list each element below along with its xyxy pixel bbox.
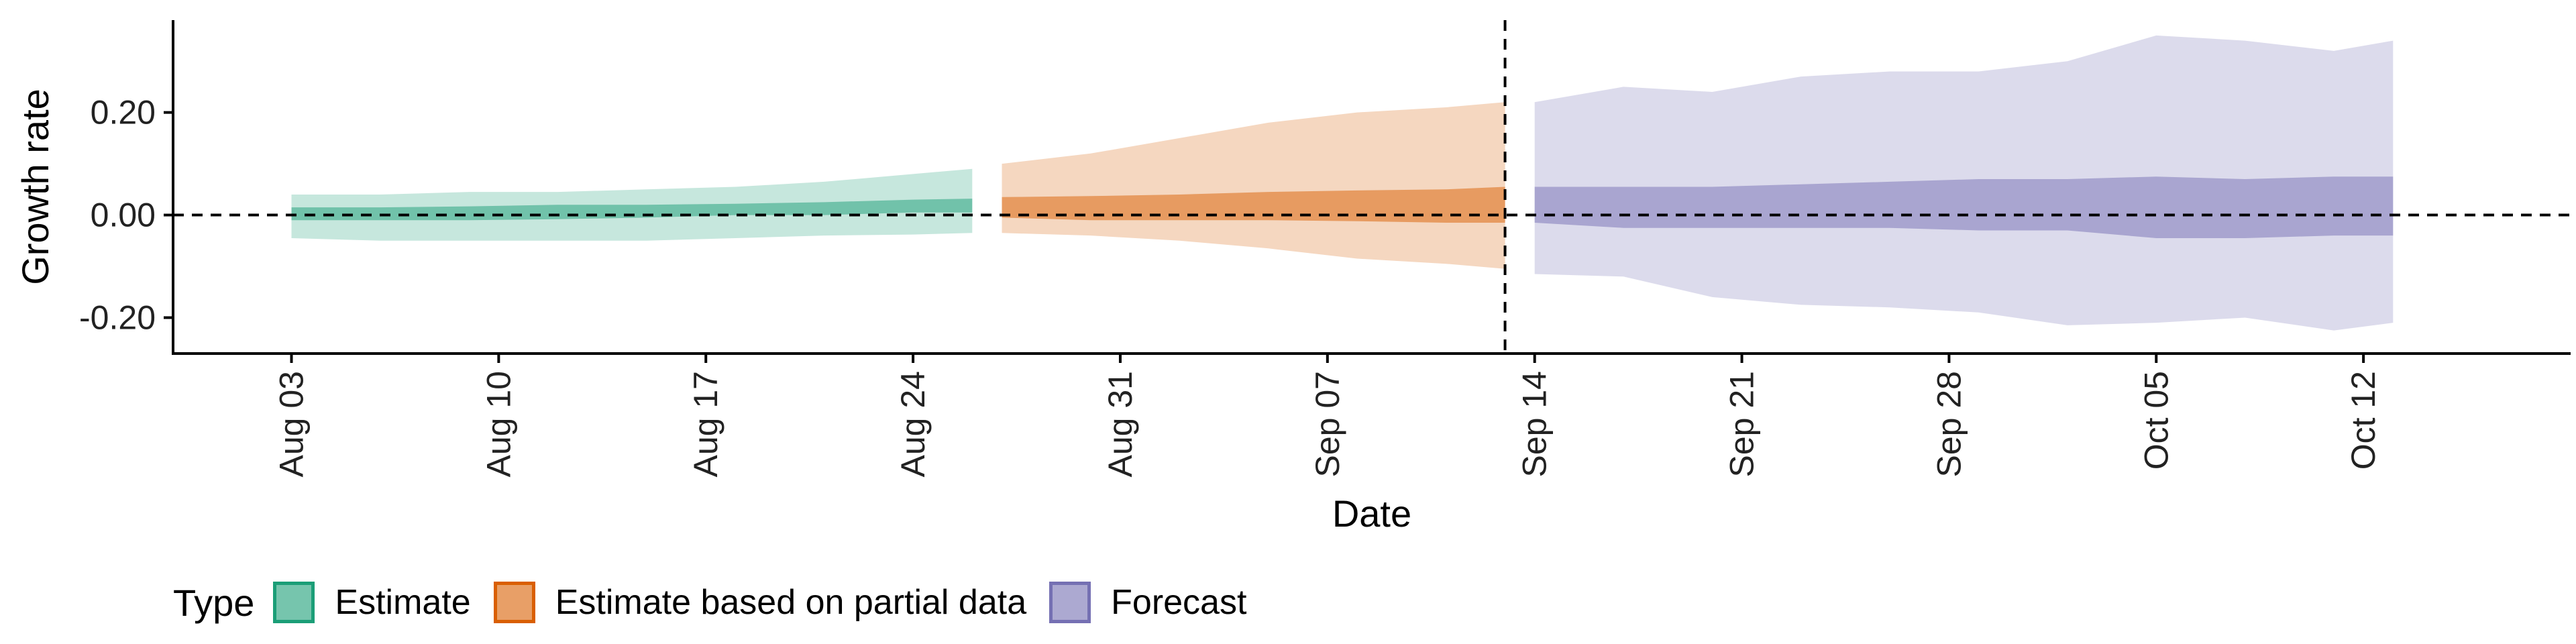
- interval-bands: [291, 35, 2394, 331]
- x-tick-label: Sep 21: [1723, 371, 1761, 477]
- x-tick-label: Aug 03: [273, 371, 311, 477]
- legend-item-estimate: Estimate: [273, 582, 471, 623]
- band-90-partial: [1002, 102, 1505, 269]
- band-50-forecast: [1534, 176, 2394, 238]
- legend-item-forecast: Forecast: [1049, 582, 1246, 623]
- x-axis-label: Date: [1332, 492, 1411, 535]
- reference-lines: [173, 20, 2571, 354]
- axes: [164, 20, 2571, 363]
- x-tick-label: Sep 07: [1309, 371, 1346, 477]
- x-tick-label: Oct 05: [2137, 371, 2175, 470]
- x-tick-label: Aug 24: [894, 371, 932, 477]
- tick-labels: Aug 03 Aug 10 Aug 17 Aug 24 Aug 31 Sep 07 Sep …: [79, 94, 2382, 478]
- legend-swatch-estimate: [273, 582, 315, 623]
- legend-label-partial: Estimate based on partial data: [555, 583, 1027, 622]
- x-tick-label: Sep 28: [1930, 371, 1968, 477]
- legend-swatch-partial: [493, 582, 535, 623]
- legend-label-forecast: Forecast: [1111, 583, 1247, 622]
- y-tick-label: 0.20: [91, 94, 156, 131]
- x-tick-label: Aug 17: [687, 371, 724, 477]
- legend-item-partial: Estimate based on partial data: [493, 582, 1027, 623]
- legend: Type Estimate Estimate based on partial …: [173, 576, 1269, 629]
- y-axis-label: Growth rate: [14, 89, 56, 285]
- legend-swatch-forecast: [1049, 582, 1091, 623]
- y-tick-label: -0.20: [79, 299, 156, 336]
- y-tick-label: 0.00: [91, 197, 156, 234]
- legend-label-estimate: Estimate: [335, 583, 471, 622]
- x-tick-label: Sep 14: [1516, 371, 1554, 477]
- x-tick-label: Aug 10: [480, 371, 517, 477]
- x-tick-label: Oct 12: [2345, 371, 2382, 470]
- band-90-estimate: [291, 168, 973, 241]
- x-tick-label: Aug 31: [1102, 371, 1139, 477]
- legend-title: Type: [173, 581, 255, 624]
